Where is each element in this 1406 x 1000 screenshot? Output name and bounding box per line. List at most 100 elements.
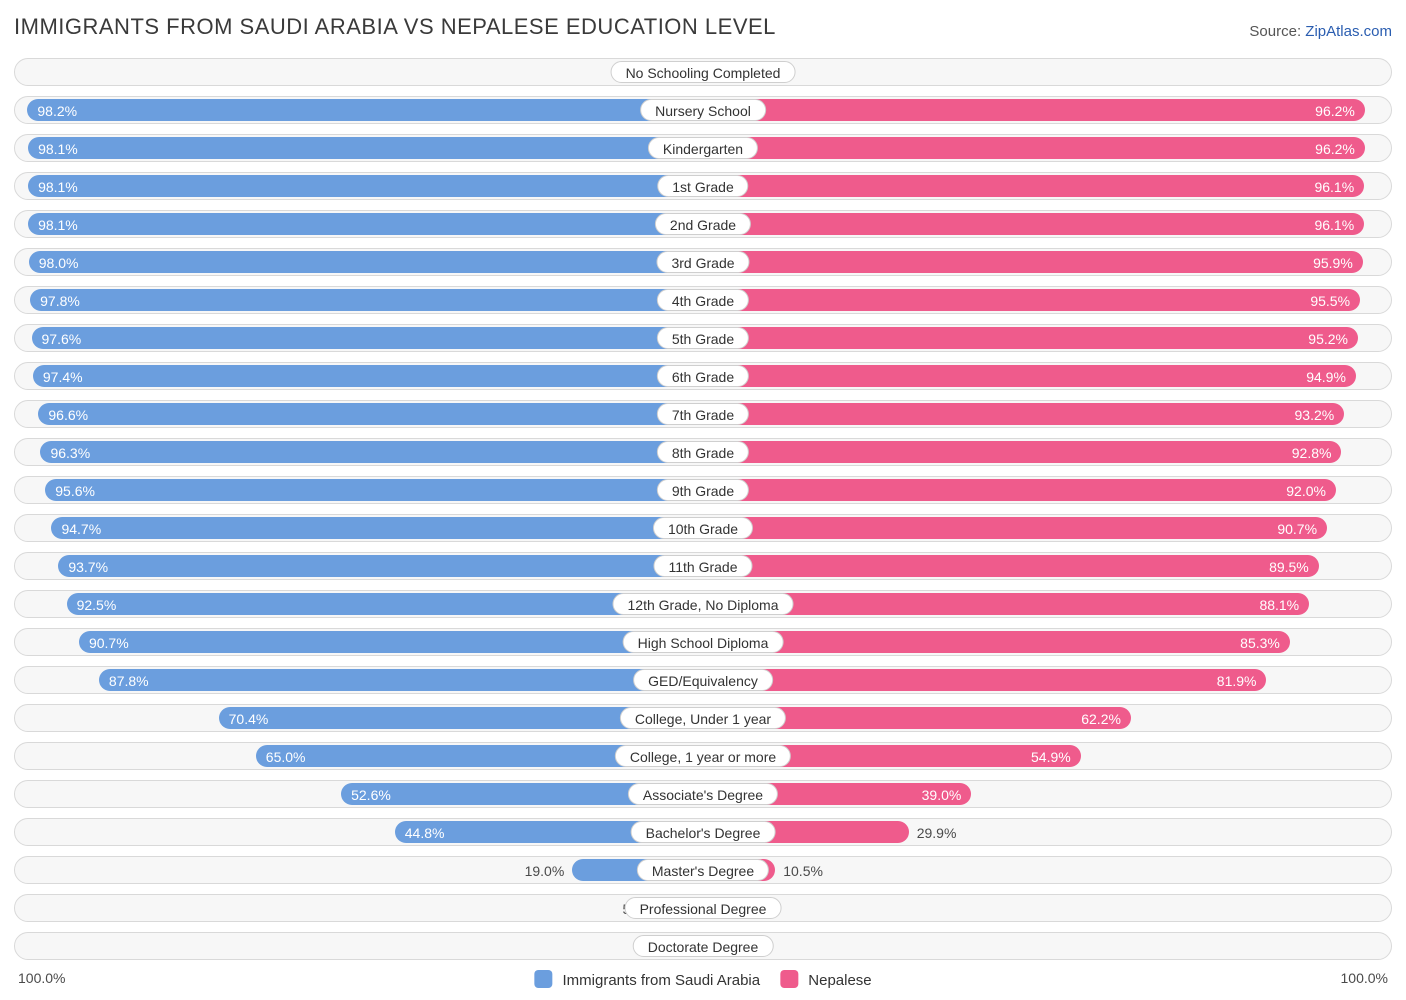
bar-right [703, 593, 1309, 615]
axis-max-left: 100.0% [18, 970, 65, 986]
value-right: 92.8% [1282, 439, 1342, 467]
bar-left [28, 137, 703, 159]
legend-item-left: Immigrants from Saudi Arabia [534, 970, 760, 989]
value-right: 39.0% [912, 781, 972, 809]
source-link[interactable]: ZipAtlas.com [1305, 23, 1392, 40]
value-left: 92.5% [67, 591, 127, 619]
value-right: 95.2% [1298, 325, 1358, 353]
chart-row: 94.7%90.7%10th Grade [14, 514, 1392, 542]
legend: Immigrants from Saudi Arabia Nepalese [534, 970, 871, 989]
value-right: 94.9% [1296, 363, 1356, 391]
category-label: Master's Degree [637, 859, 769, 881]
value-left: 98.1% [28, 135, 88, 163]
bar-left [51, 517, 703, 539]
category-label: 11th Grade [653, 555, 752, 577]
value-left: 44.8% [395, 819, 455, 847]
value-left: 98.1% [28, 211, 88, 239]
value-left: 93.7% [58, 553, 118, 581]
bar-right [703, 289, 1360, 311]
bar-left [27, 99, 703, 121]
category-label: 3rd Grade [656, 251, 749, 273]
value-right: 96.1% [1304, 173, 1364, 201]
bar-right [703, 251, 1363, 273]
category-label: 4th Grade [657, 289, 749, 311]
bar-right [703, 441, 1341, 463]
value-right: 93.2% [1285, 401, 1345, 429]
bar-left [67, 593, 703, 615]
bar-right [703, 175, 1364, 197]
value-right: 95.5% [1300, 287, 1360, 315]
value-left: 98.0% [29, 249, 89, 277]
category-label: 8th Grade [657, 441, 749, 463]
chart-row: 1.9%3.8%No Schooling Completed [14, 58, 1392, 86]
value-right: 96.1% [1304, 211, 1364, 239]
value-left: 19.0% [517, 857, 573, 885]
chart-row: 87.8%81.9%GED/Equivalency [14, 666, 1392, 694]
chart-row: 2.7%1.3%Doctorate Degree [14, 932, 1392, 960]
value-right: 89.5% [1259, 553, 1319, 581]
bar-right [703, 555, 1319, 577]
category-label: 2nd Grade [655, 213, 751, 235]
category-label: 9th Grade [657, 479, 749, 501]
chart-row: 90.7%85.3%High School Diploma [14, 628, 1392, 656]
value-left: 95.6% [45, 477, 105, 505]
chart-row: 19.0%10.5%Master's Degree [14, 856, 1392, 884]
bar-left [30, 289, 703, 311]
value-right: 88.1% [1249, 591, 1309, 619]
diverging-bar-chart: 1.9%3.8%No Schooling Completed98.2%96.2%… [14, 58, 1392, 960]
category-label: Associate's Degree [628, 783, 778, 805]
bar-left [28, 213, 703, 235]
chart-row: 96.6% 93.2% 7th Grade [14, 400, 1392, 428]
bar-left [45, 479, 703, 501]
bar-right [703, 517, 1327, 539]
chart-row: 98.1% 96.2% Kindergarten [14, 134, 1392, 162]
bar-left [79, 631, 703, 653]
bar-left [40, 441, 703, 463]
chart-row: 98.2%96.2%Nursery School [14, 96, 1392, 124]
value-right: 96.2% [1305, 135, 1365, 163]
bar-right [703, 479, 1336, 501]
value-left: 97.6% [32, 325, 92, 353]
category-label: College, Under 1 year [620, 707, 786, 729]
value-left: 52.6% [341, 781, 401, 809]
chart-row: 98.1%96.1%1st Grade [14, 172, 1392, 200]
category-label: College, 1 year or more [615, 745, 791, 767]
value-left: 97.4% [33, 363, 93, 391]
bar-left [58, 555, 703, 577]
bar-left [32, 327, 703, 349]
axis-max-right: 100.0% [1341, 970, 1388, 986]
category-label: 7th Grade [657, 403, 749, 425]
chart-row: 65.0%54.9%College, 1 year or more [14, 742, 1392, 770]
value-left: 98.1% [28, 173, 88, 201]
chart-row: 70.4%62.2%College, Under 1 year [14, 704, 1392, 732]
category-label: Doctorate Degree [633, 935, 774, 957]
chart-row: 97.4% 94.9% 6th Grade [14, 362, 1392, 390]
bar-right [703, 631, 1290, 653]
value-right: 85.3% [1230, 629, 1290, 657]
category-label: GED/Equivalency [633, 669, 773, 691]
category-label: Professional Degree [625, 897, 782, 919]
bar-left [33, 365, 703, 387]
category-label: No Schooling Completed [611, 61, 796, 83]
category-label: Kindergarten [648, 137, 758, 159]
value-left: 87.8% [99, 667, 159, 695]
category-label: 12th Grade, No Diploma [613, 593, 794, 615]
legend-item-right: Nepalese [780, 970, 872, 989]
value-right: 95.9% [1303, 249, 1363, 277]
chart-row: 5.9%3.2%Professional Degree [14, 894, 1392, 922]
legend-swatch-left [534, 970, 552, 988]
bar-right [703, 99, 1365, 121]
value-left: 98.2% [27, 97, 87, 125]
bar-right [703, 137, 1365, 159]
chart-title: IMMIGRANTS FROM SAUDI ARABIA VS NEPALESE… [14, 14, 776, 40]
chart-row: 98.0% 95.9% 3rd Grade [14, 248, 1392, 276]
value-right: 29.9% [909, 819, 965, 847]
bar-left [28, 175, 703, 197]
value-left: 96.6% [38, 401, 98, 429]
value-left: 94.7% [51, 515, 111, 543]
bar-right [703, 327, 1358, 349]
category-label: High School Diploma [623, 631, 784, 653]
value-right: 90.7% [1267, 515, 1327, 543]
legend-swatch-right [780, 970, 798, 988]
category-label: 6th Grade [657, 365, 749, 387]
